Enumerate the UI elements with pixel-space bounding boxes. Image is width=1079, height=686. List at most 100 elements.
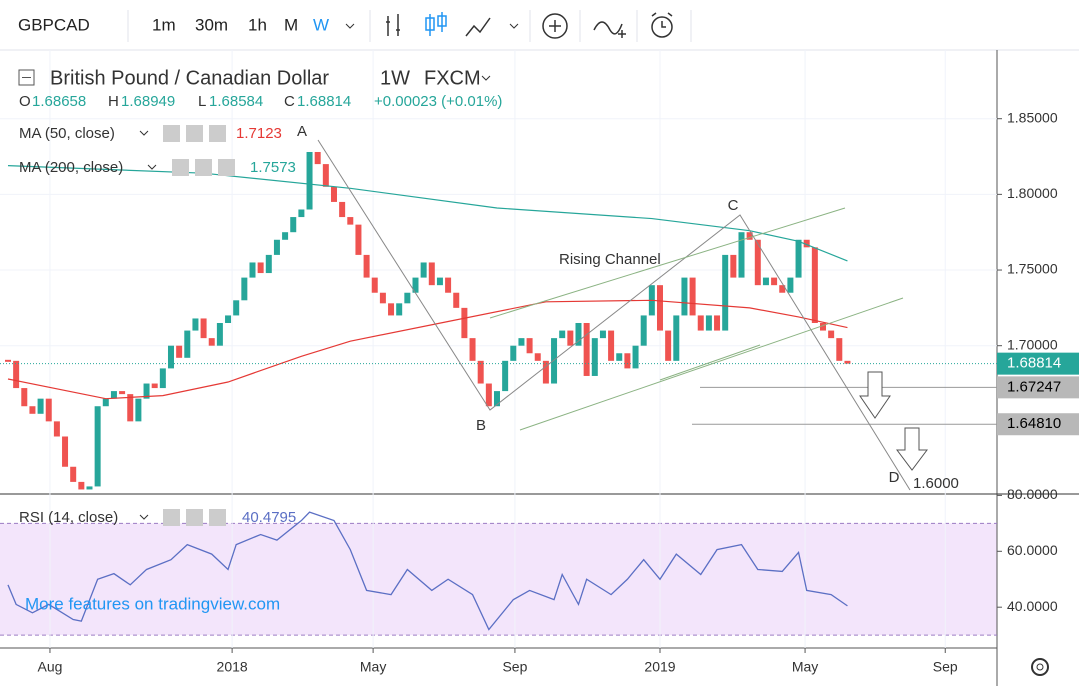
- candle: [485, 383, 492, 407]
- y-tick-label: 1.75000: [1007, 261, 1058, 277]
- ma-value: 1.7123: [236, 125, 282, 142]
- area-style-icon[interactable]: [465, 17, 491, 37]
- ma-legend: MA (50, close): [19, 125, 115, 142]
- interval[interactable]: 1m: [152, 15, 176, 34]
- candle: [290, 217, 297, 233]
- candle: [518, 338, 525, 346]
- interval[interactable]: 30m: [195, 15, 228, 34]
- candle: [151, 383, 158, 389]
- candle: [265, 254, 272, 274]
- indicators-icon[interactable]: [593, 21, 626, 38]
- channel-upper: [489, 207, 846, 319]
- candle: [730, 254, 737, 278]
- candle: [477, 360, 484, 384]
- candle: [314, 151, 321, 165]
- candle: [322, 164, 329, 187]
- rsi-value: 40.4795: [242, 509, 296, 526]
- candle: [836, 338, 843, 361]
- abcd-pattern: [317, 139, 911, 491]
- candle: [534, 353, 541, 361]
- candle: [371, 277, 378, 293]
- alert-icon[interactable]: [651, 16, 673, 38]
- ma-controls[interactable]: [172, 159, 235, 176]
- candle: [273, 239, 280, 255]
- x-tick-label: May: [792, 659, 818, 675]
- candle: [779, 285, 786, 293]
- ohlc-value: 1.68949: [121, 93, 175, 110]
- source-label: FXCM: [424, 67, 481, 89]
- candle: [241, 277, 248, 301]
- interval-active[interactable]: W: [313, 15, 329, 34]
- candle: [738, 232, 745, 278]
- dropdown[interactable]: [139, 514, 149, 520]
- dropdown[interactable]: [509, 23, 519, 29]
- last-price-label: 1.68814: [1007, 355, 1061, 372]
- annotation-label: B: [476, 417, 486, 434]
- candle: [705, 315, 712, 331]
- candle: [200, 318, 207, 339]
- candle: [453, 292, 460, 308]
- dropdown[interactable]: [139, 130, 149, 136]
- ma-value: 1.7573: [250, 159, 296, 176]
- dropdown[interactable]: [481, 75, 491, 81]
- candle: [363, 254, 370, 278]
- candle: [697, 315, 704, 331]
- candle: [673, 315, 680, 361]
- candle: [192, 318, 199, 331]
- candle: [347, 217, 354, 225]
- down-arrow: [859, 371, 891, 419]
- x-tick-label: May: [360, 659, 386, 675]
- ohlc-value: 1.68814: [297, 93, 351, 110]
- candle: [616, 353, 623, 361]
- candle: [567, 330, 574, 346]
- watermark[interactable]: More features on tradingview.com: [25, 594, 280, 613]
- candle: [591, 338, 598, 376]
- annotation-label: 1.6000: [913, 475, 959, 492]
- candle: [551, 338, 558, 384]
- candle: [86, 486, 93, 490]
- y-tick-label: 40.0000: [1007, 598, 1058, 614]
- candle: [102, 398, 109, 407]
- x-tick-label: 2018: [217, 659, 248, 675]
- candle: [599, 330, 606, 339]
- candle: [575, 322, 582, 346]
- ohlc-value: 1.68584: [209, 93, 263, 110]
- bar-style-icon[interactable]: [386, 14, 400, 36]
- candle: [379, 292, 386, 304]
- candle: [608, 330, 615, 361]
- dropdown[interactable]: [345, 23, 355, 29]
- drawings: [317, 139, 928, 491]
- candle: [233, 300, 240, 316]
- candle: [135, 398, 142, 422]
- candle: [510, 345, 517, 361]
- candle: [70, 466, 77, 482]
- symbol[interactable]: GBPCAD: [18, 15, 90, 34]
- rsi-controls[interactable]: [163, 509, 226, 526]
- y-tick-label: 60.0000: [1007, 542, 1058, 558]
- candle: [21, 388, 28, 407]
- settings-icon[interactable]: [1031, 658, 1049, 676]
- candle: [445, 277, 452, 293]
- level-label: 1.67247: [1007, 378, 1061, 395]
- candle: [37, 398, 44, 414]
- candle: [216, 322, 223, 346]
- candle: [469, 338, 476, 361]
- interval[interactable]: M: [284, 15, 298, 34]
- candle: [143, 383, 150, 399]
- level-label: 1.64810: [1007, 415, 1061, 432]
- candle: [828, 330, 835, 339]
- candle: [110, 391, 117, 399]
- collapse-button[interactable]: [18, 69, 35, 86]
- candle: [656, 285, 663, 331]
- interval[interactable]: 1h: [248, 15, 267, 34]
- candle: [127, 394, 134, 422]
- compare-icon[interactable]: [542, 13, 568, 39]
- candle: [167, 345, 174, 369]
- dropdown[interactable]: [147, 164, 157, 170]
- candle-style-icon[interactable]: [425, 12, 447, 36]
- candle: [436, 277, 443, 286]
- ma-controls[interactable]: [163, 125, 226, 142]
- x-tick-label: Sep: [502, 659, 527, 675]
- candle: [819, 322, 826, 331]
